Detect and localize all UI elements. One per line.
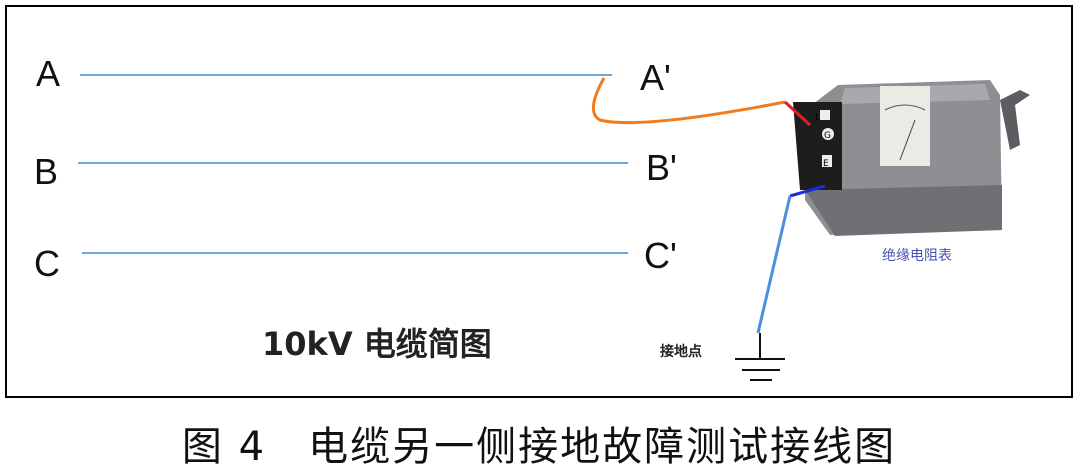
label-c: C bbox=[34, 243, 60, 284]
terminal-g: G bbox=[824, 131, 831, 141]
diagram-frame bbox=[5, 5, 1073, 398]
ground-label: 接地点 bbox=[660, 343, 702, 360]
e-lead-wire bbox=[756, 195, 792, 334]
label-a-prime: A' bbox=[640, 57, 671, 98]
instrument-label: 绝缘电阻表 bbox=[882, 248, 952, 264]
l-lead-wire bbox=[592, 77, 786, 125]
figure-caption: 图 4 电缆另一侧接地故障测试接线图 bbox=[181, 424, 897, 470]
red-lead bbox=[783, 100, 812, 127]
label-b-prime: B' bbox=[646, 147, 677, 188]
terminal-e: E bbox=[823, 159, 829, 169]
cable-diagram-title: 10kV 电缆简图 bbox=[262, 325, 492, 363]
blue-lead bbox=[789, 184, 826, 198]
label-a: A bbox=[36, 53, 60, 94]
insulation-tester: L G E bbox=[793, 80, 1030, 236]
ground-icon bbox=[735, 333, 785, 381]
label-b: B bbox=[34, 151, 58, 192]
label-c-prime: C' bbox=[644, 235, 677, 276]
terminal-l: L bbox=[815, 113, 820, 123]
